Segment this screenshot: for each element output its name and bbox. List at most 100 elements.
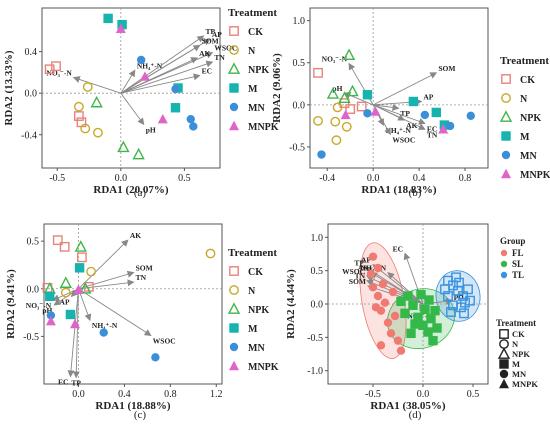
data-point-M bbox=[74, 263, 85, 273]
vector-arrow bbox=[120, 35, 205, 94]
data-point-CK bbox=[356, 101, 367, 112]
legend-title: Treatment bbox=[228, 7, 277, 19]
data-point-FL bbox=[376, 341, 386, 350]
vector-label: NO₃⁻-N bbox=[46, 69, 72, 78]
legend-marker-N bbox=[499, 339, 509, 349]
vector-label: TP bbox=[205, 27, 215, 36]
data-point-SL bbox=[396, 296, 406, 307]
legend-title: Treatment bbox=[228, 247, 277, 259]
vector-arrow bbox=[370, 272, 424, 305]
vector-arrow bbox=[372, 264, 424, 305]
y-tick-label: 0.5 bbox=[27, 237, 40, 248]
panel-caption: (c) bbox=[134, 409, 147, 421]
vector-arrow bbox=[78, 270, 135, 290]
legend-label: N bbox=[248, 46, 256, 57]
legend: Treatment CK N NPK M MN MNPK bbox=[499, 55, 550, 181]
legend-label: M bbox=[248, 324, 258, 335]
data-point-CK bbox=[52, 235, 63, 246]
legend-group-title: Group bbox=[500, 236, 525, 246]
data-point-N bbox=[205, 248, 216, 259]
data-point-CK bbox=[313, 67, 323, 78]
legend-label: N bbox=[520, 94, 528, 105]
vector-arrow bbox=[120, 73, 201, 94]
legend-label: NPK bbox=[512, 349, 530, 359]
panel-caption: (a) bbox=[134, 187, 147, 199]
data-point-SL bbox=[403, 291, 413, 301]
data-point-FL bbox=[396, 346, 406, 355]
vector-label: AK bbox=[130, 231, 141, 240]
data-point-N bbox=[86, 266, 96, 277]
data-point-M bbox=[362, 90, 373, 100]
vector-label: TN bbox=[214, 53, 225, 62]
data-point-MNPK bbox=[340, 109, 351, 120]
y-tick-label: -0.4 bbox=[21, 130, 37, 141]
x-axis-title: RDA1 (38.05%) bbox=[370, 400, 445, 412]
vector-label: AK bbox=[406, 121, 417, 130]
vector-label: EC bbox=[427, 124, 437, 133]
legend-marker-NPK bbox=[227, 302, 241, 314]
legend-label: MN bbox=[248, 343, 265, 354]
legend-label: M bbox=[512, 359, 520, 369]
x-tick-label: 0.4 bbox=[118, 389, 131, 400]
data-point-FL bbox=[393, 336, 403, 345]
data-point-MNPK bbox=[115, 23, 126, 33]
y-tick-label: -0.5 bbox=[23, 332, 39, 343]
data-point-MN bbox=[445, 121, 455, 131]
data-point-N bbox=[332, 102, 343, 113]
vector-label: WSOC bbox=[342, 267, 365, 276]
x-tick-label: 1.2 bbox=[210, 389, 223, 400]
y-tick-label: -1.0 bbox=[307, 366, 323, 377]
panel-1: -0.5 0.0 0.5 -0.4 0.0 0.4 RDA1 (20.07%) RDA2 (1… bbox=[3, 7, 279, 199]
legend-label: MN bbox=[520, 151, 537, 162]
y-tick-label: 0.4 bbox=[25, 47, 38, 58]
legend-label: M bbox=[520, 132, 530, 143]
data-point-MN bbox=[171, 84, 180, 94]
vector-arrow bbox=[78, 239, 129, 290]
legend-label: N bbox=[248, 286, 256, 297]
y-tick-label: -0.5 bbox=[307, 333, 323, 344]
data-point-CK bbox=[59, 241, 70, 252]
data-point-N bbox=[60, 287, 71, 298]
data-point-TL bbox=[465, 295, 475, 306]
legend-group-marker-FL bbox=[500, 249, 508, 257]
legend-marker-MNPK bbox=[499, 378, 509, 389]
vector-label: AP bbox=[361, 256, 371, 265]
x-axis-title: RDA1 (20.07%) bbox=[93, 184, 168, 196]
legend-label: NPK bbox=[248, 305, 269, 316]
legend-label: CK bbox=[248, 27, 263, 38]
legend-label: MN bbox=[248, 103, 265, 114]
data-point-FL bbox=[373, 263, 383, 273]
data-point-MNPK bbox=[157, 113, 168, 124]
legend-marker-M bbox=[499, 359, 509, 369]
vector-label: WSOC bbox=[214, 44, 237, 53]
vector-arrow bbox=[72, 76, 121, 94]
y-axis-title: RDA2 (4.44%) bbox=[285, 269, 297, 339]
data-point-NPK bbox=[79, 282, 92, 294]
panel-caption: (d) bbox=[409, 409, 422, 421]
data-point-NPK bbox=[74, 240, 87, 252]
vector-label: NH₄⁺-N bbox=[361, 264, 387, 273]
legend-marker-CK bbox=[229, 266, 239, 276]
data-point-MNPK bbox=[139, 71, 150, 81]
legend-label: MN bbox=[512, 369, 527, 379]
data-point-FL bbox=[378, 279, 388, 289]
x-axis-title: RDA1 (18.88%) bbox=[95, 400, 170, 412]
legend-group-label: TL bbox=[512, 270, 524, 280]
data-point-CK bbox=[339, 98, 350, 109]
y-tick-label: 0.5 bbox=[311, 266, 324, 277]
data-point-SL bbox=[408, 300, 418, 311]
vector-arrow bbox=[373, 104, 426, 125]
legend-marker-CK bbox=[499, 329, 509, 339]
legend-marker-MN bbox=[501, 150, 511, 160]
x-tick-label: -0.4 bbox=[319, 173, 335, 184]
legend-marker-MNPK bbox=[501, 168, 511, 179]
data-point-TL bbox=[451, 272, 461, 283]
x-tick-label: 0.8 bbox=[164, 389, 177, 400]
legend-marker-M bbox=[229, 323, 239, 333]
legend-marker-CK bbox=[229, 26, 239, 36]
x-tick-label: -0.5 bbox=[365, 389, 381, 400]
data-point-MNPK bbox=[45, 315, 56, 326]
vector-label: EC bbox=[58, 377, 68, 386]
x-tick-label: 0.4 bbox=[413, 173, 426, 184]
data-point-FL bbox=[366, 269, 376, 279]
